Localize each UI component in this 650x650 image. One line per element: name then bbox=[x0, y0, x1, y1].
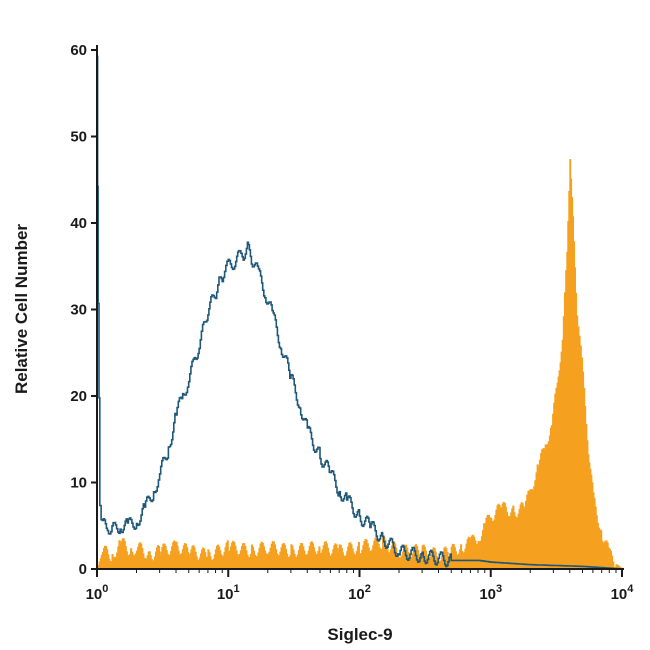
isotype-control-histogram-outline bbox=[96, 55, 623, 570]
y-tick-label: 10 bbox=[70, 475, 87, 492]
y-tick-label: 0 bbox=[79, 561, 87, 578]
stained-histogram-filled bbox=[97, 159, 623, 570]
y-tick-label: 60 bbox=[70, 42, 87, 59]
y-tick-label: 40 bbox=[70, 215, 87, 232]
y-axis-ticks: 0 10 20 30 40 50 60 bbox=[70, 42, 97, 578]
x-tick-label: 101 bbox=[217, 583, 240, 603]
plot-area bbox=[96, 55, 623, 570]
y-axis-title: Relative Cell Number bbox=[12, 224, 31, 394]
y-tick-label: 20 bbox=[70, 388, 87, 405]
x-tick-label: 100 bbox=[86, 583, 109, 603]
x-axis-title: Siglec-9 bbox=[327, 625, 392, 644]
x-tick-label: 104 bbox=[611, 583, 635, 603]
x-axis-ticks: 100 101 102 103 104 bbox=[86, 569, 635, 603]
y-tick-label: 50 bbox=[70, 129, 87, 146]
x-tick-label: 102 bbox=[348, 583, 371, 603]
y-tick-label: 30 bbox=[70, 302, 87, 319]
x-tick-label: 103 bbox=[479, 583, 502, 603]
